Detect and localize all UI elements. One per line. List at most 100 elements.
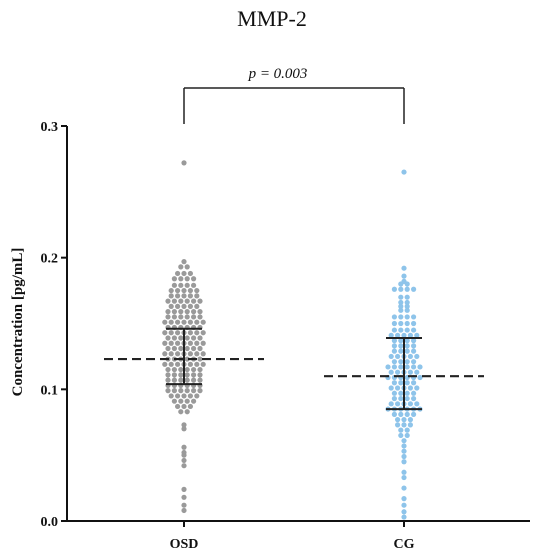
data-point-osd (184, 356, 190, 362)
data-point-osd (187, 287, 193, 294)
y-tick-label: 0.3 (41, 120, 59, 135)
data-point-osd (194, 287, 200, 294)
data-point-cg (414, 332, 420, 338)
data-point-cg (391, 327, 397, 333)
data-point-osd (181, 393, 187, 399)
data-point-cg (395, 422, 401, 428)
data-point-cg (404, 299, 410, 306)
data-point-osd (175, 351, 181, 357)
data-point-osd (197, 314, 203, 320)
y-tick-label: 0.0 (41, 515, 59, 530)
data-point-osd (197, 372, 203, 378)
data-point-osd (191, 372, 197, 378)
data-point-cg (401, 453, 407, 460)
data-point-cg (398, 380, 404, 386)
data-point-osd (200, 330, 206, 336)
data-point-osd (181, 457, 187, 464)
data-point-cg (401, 459, 407, 465)
data-point-cg (407, 401, 413, 407)
data-point-osd (184, 377, 190, 383)
data-point-cg (414, 401, 420, 407)
data-point-cg (404, 432, 410, 439)
data-point-cg (411, 395, 417, 402)
data-point-cg (398, 395, 404, 402)
x-ticks: OSD CG (170, 521, 415, 552)
data-point-osd (181, 270, 187, 277)
data-point-osd (181, 303, 187, 309)
data-point-cg (411, 320, 417, 327)
data-point-osd (187, 319, 193, 325)
data-point-cg (395, 401, 401, 407)
data-point-cg (404, 427, 410, 433)
data-point-osd (178, 388, 184, 394)
data-point-osd (178, 298, 184, 304)
data-point-cg (407, 353, 413, 360)
data-point-cg (388, 353, 394, 360)
data-point-osd (178, 398, 184, 404)
data-point-cg (411, 314, 417, 320)
data-point-cg (401, 438, 407, 444)
data-point-osd (165, 298, 171, 304)
data-point-cg (385, 364, 391, 370)
data-point-cg (395, 385, 401, 391)
data-point-osd (171, 345, 177, 352)
data-point-osd (191, 309, 197, 315)
data-point-osd (171, 282, 177, 288)
data-point-osd (178, 314, 184, 320)
data-point-osd (168, 287, 174, 294)
data-point-cg (414, 385, 420, 391)
data-point-cg (398, 307, 404, 313)
data-point-osd (171, 276, 177, 282)
data-point-osd (171, 309, 177, 315)
data-point-cg (411, 348, 417, 354)
data-point-cg (411, 380, 417, 386)
data-point-osd (181, 426, 187, 432)
data-point-osd (168, 361, 174, 367)
summary-lines (104, 327, 484, 411)
data-point-osd (168, 393, 174, 399)
data-point-osd (187, 351, 193, 357)
data-point-cg (401, 514, 407, 520)
data-point-cg (388, 385, 394, 391)
y-tick-label: 0.1 (41, 383, 59, 398)
data-point-cg (404, 348, 410, 354)
data-point-osd (171, 377, 177, 383)
data-point-cg (398, 343, 404, 349)
data-point-osd (187, 340, 193, 346)
data-point-cg (404, 320, 410, 327)
data-point-cg (398, 338, 404, 344)
x-tick-label-osd: OSD (170, 537, 199, 552)
data-point-osd (178, 282, 184, 288)
data-point-cg (398, 327, 404, 333)
data-point-osd (178, 345, 184, 352)
data-point-cg (404, 307, 410, 313)
data-point-osd (194, 393, 200, 399)
data-point-osd (178, 309, 184, 315)
data-point-osd (200, 361, 206, 367)
data-point-osd (162, 319, 168, 325)
data-point-osd (191, 345, 197, 352)
y-ticks: 0.0 0.1 0.2 0.3 (41, 120, 67, 530)
data-point-osd (162, 330, 168, 336)
data-point-osd (184, 372, 190, 378)
data-point-cg (398, 364, 404, 370)
data-point-osd (191, 398, 197, 404)
data-point-osd (162, 351, 168, 357)
data-point-cg (401, 509, 407, 515)
data-point-cg (398, 359, 404, 365)
data-point-osd (181, 319, 187, 325)
data-point-cg (404, 286, 410, 292)
data-point-osd (178, 264, 184, 270)
data-point-cg (404, 294, 410, 300)
data-point-cg (414, 353, 420, 360)
data-point-osd (165, 345, 171, 352)
data-point-cg (388, 369, 394, 375)
data-point-cg (407, 369, 413, 375)
data-point-cg (398, 427, 404, 433)
data-point-cg (391, 314, 397, 320)
data-point-cg (391, 380, 397, 386)
data-point-osd (162, 361, 168, 367)
data-point-osd (184, 388, 190, 394)
data-point-cg (391, 320, 397, 327)
